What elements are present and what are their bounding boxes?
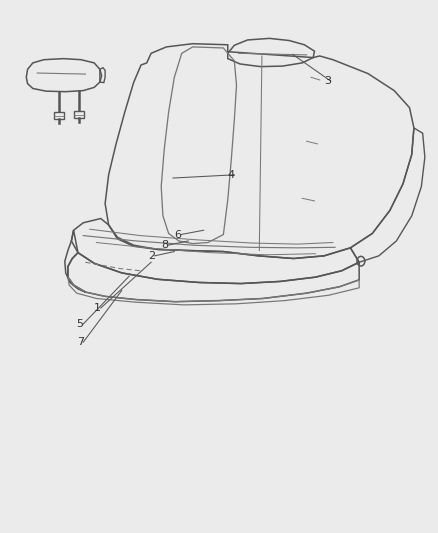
Text: 7: 7 (77, 337, 84, 347)
Text: 6: 6 (174, 230, 181, 239)
Bar (74, 111, 84, 118)
Text: 2: 2 (148, 251, 155, 261)
Text: 3: 3 (324, 76, 331, 86)
Text: 5: 5 (77, 319, 84, 329)
Text: 8: 8 (161, 240, 168, 250)
Bar (54, 112, 64, 119)
Text: 4: 4 (228, 170, 235, 180)
Text: 1: 1 (94, 303, 101, 313)
